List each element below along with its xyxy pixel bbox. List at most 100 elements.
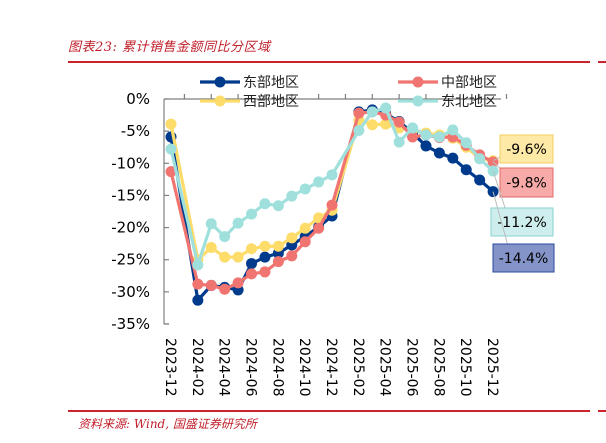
- series-line: [169, 106, 495, 267]
- x-tick-label: 2024-06: [243, 338, 259, 397]
- data-point: [219, 283, 231, 295]
- data-point: [246, 208, 258, 220]
- data-point: [474, 174, 486, 186]
- data-point: [205, 279, 217, 291]
- data-point: [353, 107, 365, 119]
- legend-item: 中部地区: [398, 75, 497, 91]
- data-point: [246, 243, 258, 255]
- label-box: [492, 243, 555, 273]
- label-box: [499, 134, 554, 164]
- data-point: [460, 164, 472, 176]
- data-point: [313, 176, 325, 188]
- label-text: -9.6%: [506, 142, 547, 158]
- data-point: [272, 256, 284, 268]
- data-point: [447, 124, 459, 136]
- data-point: [433, 147, 445, 159]
- x-tick-label: 2025-10: [457, 338, 473, 397]
- data-point: [299, 222, 311, 234]
- data-point: [366, 119, 378, 131]
- data-point: [447, 152, 459, 164]
- data-point: [165, 143, 177, 155]
- data-point: [366, 106, 378, 118]
- data-point: [393, 136, 405, 148]
- data-point: [299, 236, 311, 248]
- y-tick-label: -20%: [111, 219, 150, 237]
- label-text: -11.2%: [497, 215, 547, 231]
- data-point: [219, 231, 231, 243]
- data-point: [313, 222, 325, 234]
- data-point: [259, 266, 271, 278]
- data-point: [259, 251, 271, 263]
- data-point: [165, 118, 177, 130]
- data-point: [433, 131, 445, 143]
- data-point: [474, 153, 486, 165]
- y-tick-label: -35%: [111, 315, 150, 333]
- data-point: [353, 125, 365, 136]
- legend-item: 东北地区: [398, 94, 497, 110]
- series-3: [165, 102, 499, 271]
- x-tick-label: 2024-04: [216, 338, 232, 397]
- data-point: [232, 217, 244, 229]
- x-tick-label: 2025-12: [484, 338, 500, 397]
- data-point: [192, 278, 204, 290]
- data-point: [272, 240, 284, 252]
- legend-label: 中部地区: [441, 75, 497, 91]
- y-tick-label: -10%: [111, 154, 150, 172]
- data-point: [326, 169, 338, 181]
- value-label: -9.6%: [492, 134, 554, 164]
- data-point: [205, 242, 217, 253]
- x-tick-label: 2023-12: [162, 338, 178, 397]
- x-tick-label: 2024-02: [189, 338, 205, 397]
- value-label: -9.8%: [492, 161, 554, 198]
- label-box: [499, 167, 554, 198]
- data-point: [232, 277, 244, 289]
- data-point: [286, 190, 298, 202]
- data-point: [272, 200, 284, 212]
- legend-item: 西部地区: [200, 94, 299, 110]
- y-tick-label: -30%: [111, 283, 150, 301]
- data-point: [420, 129, 432, 141]
- x-tick-label: 2025-06: [404, 338, 420, 397]
- data-point: [205, 218, 217, 230]
- x-tick-label: 2024-12: [323, 338, 339, 397]
- chart-title: 图表23: 累计销售金额同比分区域: [68, 40, 271, 55]
- x-tick-label: 2025-04: [377, 338, 393, 397]
- data-point: [192, 259, 204, 271]
- data-point: [259, 198, 271, 210]
- data-point: [299, 183, 311, 195]
- y-tick-label: -5%: [121, 122, 150, 140]
- chart-series: [165, 102, 499, 306]
- bottom-divider-right: [598, 410, 606, 412]
- legend-label: 东北地区: [441, 94, 497, 110]
- data-point: [407, 122, 419, 134]
- data-point: [286, 250, 298, 262]
- label-text: -14.4%: [499, 251, 549, 267]
- top-divider-right: [598, 61, 606, 63]
- data-point: [407, 131, 419, 143]
- x-tick-label: 2025-08: [430, 338, 446, 397]
- data-point: [460, 137, 472, 149]
- data-point: [192, 294, 204, 306]
- legend-marker: [214, 76, 226, 88]
- legend-label: 东部地区: [243, 75, 299, 91]
- data-point: [420, 140, 432, 152]
- data-point: [286, 232, 298, 244]
- data-point: [232, 251, 244, 263]
- y-tick-label: -15%: [111, 186, 150, 204]
- x-tick-label: 2024-10: [296, 338, 312, 397]
- x-tick-label: 2024-08: [269, 338, 285, 397]
- series-line: [169, 118, 494, 262]
- label-text: -9.8%: [506, 176, 547, 192]
- value-label: -14.4%: [492, 191, 555, 273]
- series-1: [165, 106, 499, 295]
- data-point: [380, 118, 392, 130]
- data-point: [219, 251, 231, 263]
- y-tick-label: -25%: [111, 251, 150, 269]
- top-divider: [68, 61, 590, 63]
- legend-label: 西部地区: [243, 94, 299, 110]
- legend-marker: [412, 76, 424, 88]
- legend-marker: [214, 95, 226, 107]
- legend-item: 东部地区: [200, 75, 299, 91]
- data-point: [326, 199, 338, 211]
